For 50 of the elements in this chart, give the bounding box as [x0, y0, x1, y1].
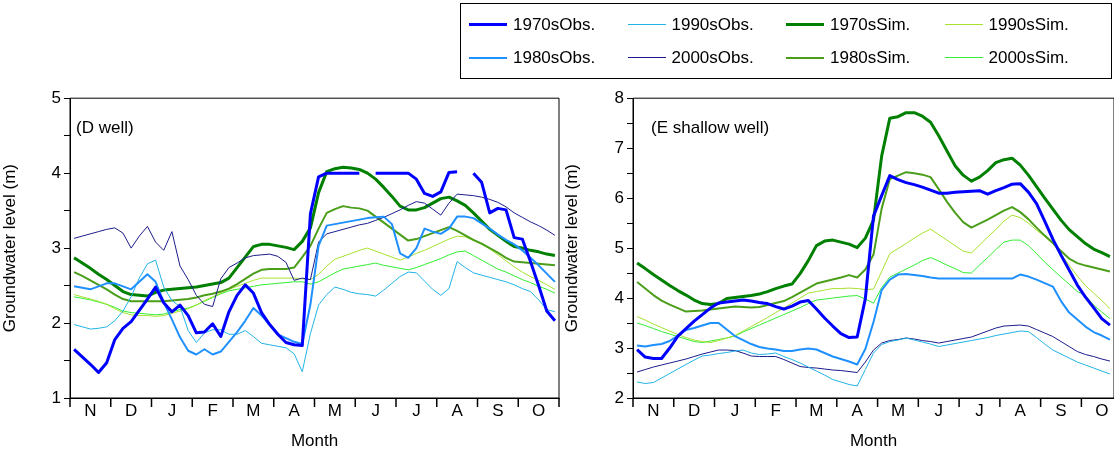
y-tick-label: 5: [614, 237, 624, 257]
y-tick-label: 2: [614, 387, 624, 407]
legend-label: 2000sSim.: [988, 47, 1069, 68]
legend-label: 1970sObs.: [513, 14, 596, 35]
y-tick-label: 4: [51, 162, 61, 182]
y-tick-label: 5: [51, 87, 61, 107]
legend-label: 1970sSim.: [830, 14, 911, 35]
x-tick-label: A: [288, 400, 301, 420]
x-tick-label: D: [688, 400, 701, 420]
x-tick-label: M: [246, 400, 261, 420]
x-tick-label: F: [770, 400, 781, 420]
x-tick-label: J: [934, 400, 943, 420]
legend-label: 1990sObs.: [671, 14, 754, 35]
y-tick-label: 8: [614, 87, 624, 107]
x-tick-label: J: [371, 400, 380, 420]
y-tick-label: 2: [51, 312, 61, 332]
x-tick-label: J: [167, 400, 177, 420]
x-tick-label: N: [84, 400, 97, 420]
annotation: (D well): [76, 118, 134, 138]
y-tick-label: 3: [51, 237, 61, 257]
y-tick-label: 4: [614, 287, 624, 307]
x-tick-label: M: [327, 400, 342, 420]
y-tick-label: 3: [614, 337, 624, 357]
x-axis-title: Month: [849, 431, 898, 451]
legend-label: 1990sSim.: [988, 14, 1069, 35]
legend-label: 2000sObs.: [671, 47, 754, 68]
y-axis-title: Groundwater level (m): [561, 164, 581, 333]
x-tick-label: J: [730, 400, 740, 420]
x-tick-label: F: [207, 400, 218, 420]
x-tick-label: D: [124, 400, 138, 420]
x-tick-label: A: [451, 400, 464, 420]
y-tick-label: 6: [614, 187, 624, 207]
x-tick-label: O: [532, 400, 546, 420]
y-axis-title: Groundwater level (m): [0, 164, 19, 333]
x-tick-label: S: [1055, 400, 1067, 420]
x-tick-label: O: [1095, 400, 1109, 420]
legend-label: 1980sSim.: [830, 47, 911, 68]
x-tick-label: A: [1014, 400, 1027, 420]
annotation: (E shallow well): [651, 118, 770, 138]
y-tick-label: 1: [51, 387, 61, 407]
x-tick-label: N: [647, 400, 660, 420]
x-tick-label: A: [851, 400, 864, 420]
legend-label: 1980sObs.: [513, 47, 596, 68]
x-tick-label: M: [809, 400, 824, 420]
x-axis-title: Month: [290, 431, 339, 451]
x-tick-label: J: [975, 400, 984, 420]
x-tick-label: J: [412, 400, 421, 420]
y-tick-label: 7: [614, 137, 624, 157]
x-tick-label: S: [492, 400, 504, 420]
x-tick-label: M: [890, 400, 906, 420]
